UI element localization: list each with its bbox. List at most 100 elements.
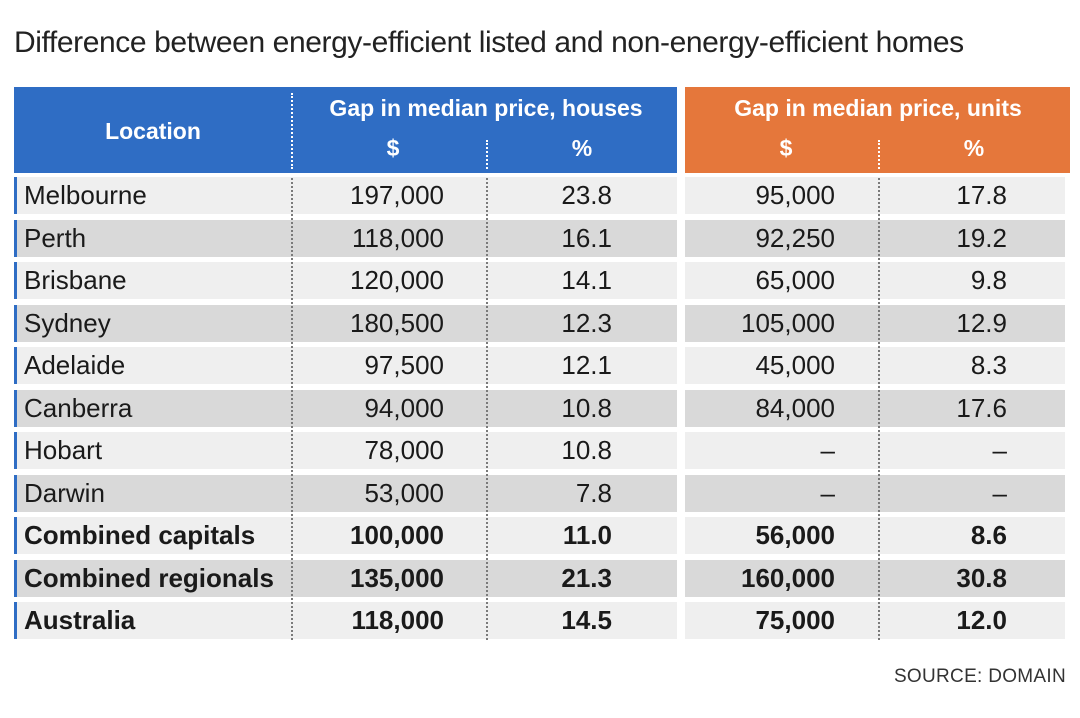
- row-background-units: [685, 262, 1065, 299]
- location-cell: Sydney: [24, 308, 111, 338]
- row-accent-bar: [14, 560, 17, 597]
- row-background-houses: [14, 432, 677, 469]
- house-percent-cell: 12.3: [561, 308, 612, 338]
- house-percent-cell: 16.1: [561, 223, 612, 253]
- row-accent-bar: [14, 347, 17, 384]
- house-dollar-cell: 78,000: [364, 435, 444, 465]
- unit-percent-cell: 12.9: [956, 308, 1007, 338]
- location-cell: Combined capitals: [24, 520, 256, 550]
- row-background-units: [685, 602, 1065, 639]
- row-background-houses: [14, 560, 677, 597]
- house-percent-cell: 11.0: [562, 520, 612, 550]
- header-divider-location: [291, 93, 293, 169]
- unit-percent-cell: 17.8: [956, 180, 1007, 210]
- body-divider-location: [291, 178, 293, 640]
- unit-percent-cell: 9.8: [970, 265, 1007, 295]
- unit-percent-cell: 8.6: [970, 520, 1007, 550]
- unit-percent-cell: 30.8: [956, 563, 1007, 593]
- unit-dollar-cell: 75,000: [755, 605, 835, 635]
- unit-percent-cell: 8.3: [970, 350, 1007, 380]
- house-dollar-cell: 135,000: [350, 563, 444, 593]
- unit-dollar-cell: –: [820, 478, 835, 508]
- location-cell: Combined regionals: [24, 563, 274, 593]
- row-background-houses: [14, 475, 677, 512]
- row-background-units: [685, 347, 1065, 384]
- body-divider-units: [878, 178, 880, 640]
- row-background-houses: [14, 177, 677, 214]
- row-accent-bar: [14, 177, 17, 214]
- row-accent-bar: [14, 262, 17, 299]
- house-dollar-cell: 120,000: [350, 265, 444, 295]
- row-background-houses: [14, 347, 677, 384]
- row-background-houses: [14, 390, 677, 427]
- location-cell: Brisbane: [24, 265, 127, 295]
- house-dollar-cell: 100,000: [350, 520, 444, 550]
- row-accent-bar: [14, 517, 17, 554]
- unit-percent-cell: –: [992, 435, 1007, 465]
- house-dollar-cell: 118,000: [351, 223, 444, 253]
- house-percent-cell: 14.5: [561, 605, 612, 635]
- unit-dollar-cell: 56,000: [755, 520, 835, 550]
- location-cell: Melbourne: [24, 180, 147, 210]
- unit-dollar-cell: 45,000: [755, 350, 835, 380]
- houses-dollar-header: $: [386, 135, 400, 161]
- house-dollar-cell: 197,000: [350, 180, 444, 210]
- location-cell: Darwin: [24, 478, 105, 508]
- row-background-units: [685, 305, 1065, 342]
- row-background-houses: [14, 262, 677, 299]
- chart-title: Difference between energy-efficient list…: [14, 26, 964, 59]
- units-percent-header: %: [963, 135, 985, 161]
- row-background-houses: [14, 220, 677, 257]
- units-header-block: [685, 87, 1070, 173]
- houses-group-header: Gap in median price, houses: [329, 95, 643, 121]
- house-percent-cell: 10.8: [561, 435, 612, 465]
- row-accent-bar: [14, 602, 17, 639]
- unit-dollar-cell: 84,000: [755, 393, 835, 423]
- row-accent-bar: [14, 220, 17, 257]
- house-dollar-cell: 94,000: [364, 393, 444, 423]
- unit-percent-cell: 17.6: [956, 393, 1007, 423]
- houses-header-block: [14, 87, 677, 173]
- row-background-units: [685, 432, 1065, 469]
- house-dollar-cell: 180,500: [350, 308, 444, 338]
- header-divider-houses: [486, 140, 488, 169]
- unit-percent-cell: 19.2: [956, 223, 1007, 253]
- row-background-houses: [14, 602, 677, 639]
- unit-dollar-cell: 105,000: [741, 308, 835, 338]
- house-percent-cell: 21.3: [561, 563, 612, 593]
- row-background-houses: [14, 517, 677, 554]
- houses-percent-header: %: [571, 135, 593, 161]
- location-cell: Hobart: [24, 435, 103, 465]
- source-note: SOURCE: DOMAIN: [893, 666, 1066, 687]
- row-background-units: [685, 220, 1065, 257]
- units-group-header: Gap in median price, units: [734, 95, 1022, 121]
- location-cell: Adelaide: [24, 350, 126, 380]
- house-percent-cell: 14.1: [561, 265, 612, 295]
- location-cell: Canberra: [24, 393, 133, 423]
- row-accent-bar: [14, 475, 17, 512]
- row-background-units: [685, 517, 1065, 554]
- unit-dollar-cell: 92,250: [755, 223, 835, 253]
- row-background-units: [685, 475, 1065, 512]
- unit-percent-cell: –: [992, 478, 1007, 508]
- house-dollar-cell: 97,500: [364, 350, 444, 380]
- unit-dollar-cell: –: [820, 435, 835, 465]
- row-background-units: [685, 560, 1065, 597]
- unit-dollar-cell: 95,000: [755, 180, 835, 210]
- unit-percent-cell: 12.0: [956, 605, 1007, 635]
- house-percent-cell: 12.1: [561, 350, 612, 380]
- house-dollar-cell: 118,000: [351, 605, 444, 635]
- house-dollar-cell: 53,000: [364, 478, 444, 508]
- house-percent-cell: 23.8: [561, 180, 612, 210]
- header-divider-units: [878, 140, 880, 169]
- units-dollar-header: $: [779, 135, 793, 161]
- unit-dollar-cell: 160,000: [741, 563, 835, 593]
- row-accent-bar: [14, 305, 17, 342]
- location-cell: Perth: [24, 223, 87, 253]
- location-column-header: Location: [105, 118, 201, 144]
- location-cell: Australia: [24, 605, 136, 635]
- row-background-houses: [14, 305, 677, 342]
- row-accent-bar: [14, 432, 17, 469]
- unit-dollar-cell: 65,000: [755, 265, 835, 295]
- row-accent-bar: [14, 390, 17, 427]
